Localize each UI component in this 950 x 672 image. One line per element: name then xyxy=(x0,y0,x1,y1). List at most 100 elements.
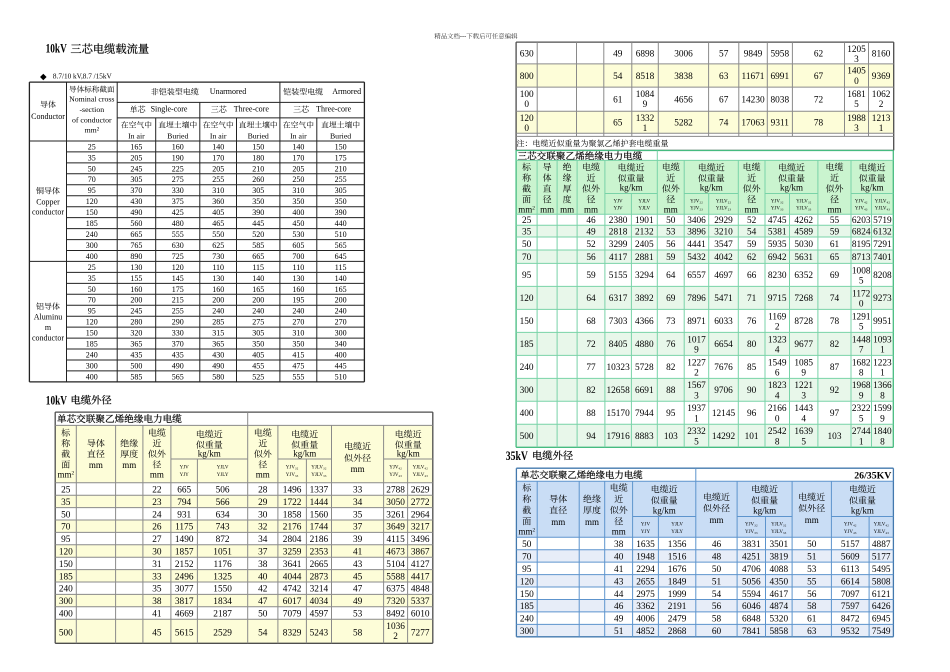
svg-text:6121: 6121 xyxy=(872,590,891,600)
svg-text:3: 3 xyxy=(854,55,859,65)
svg-text:115: 115 xyxy=(335,263,347,272)
svg-text:2975: 2975 xyxy=(636,590,655,600)
svg-text:2479: 2479 xyxy=(668,615,687,625)
svg-text:YJV₂₃: YJV₂₃ xyxy=(690,207,703,212)
svg-text:8208: 8208 xyxy=(873,271,892,281)
svg-text:872: 872 xyxy=(216,535,230,545)
svg-text:550: 550 xyxy=(212,230,224,239)
svg-text:290: 290 xyxy=(172,318,184,327)
svg-text:57: 57 xyxy=(719,49,729,59)
svg-text:59: 59 xyxy=(747,240,757,250)
svg-text:425: 425 xyxy=(172,208,184,217)
svg-text:3406: 3406 xyxy=(687,216,706,226)
svg-text:5104: 5104 xyxy=(386,560,405,570)
svg-text:50: 50 xyxy=(88,164,96,173)
svg-text:YJV₃₃: YJV₃₃ xyxy=(771,207,784,212)
svg-text:310: 310 xyxy=(212,186,224,195)
svg-text:1988: 1988 xyxy=(847,114,866,124)
svg-text:YJLV₃₂: YJLV₃₂ xyxy=(311,466,327,471)
svg-text:300: 300 xyxy=(86,361,98,370)
svg-text:56: 56 xyxy=(712,602,722,612)
svg-text:61: 61 xyxy=(830,240,840,250)
svg-text:340: 340 xyxy=(335,340,347,349)
svg-text:Armored: Armored xyxy=(332,87,361,96)
svg-text:3077: 3077 xyxy=(175,585,194,595)
svg-text:9: 9 xyxy=(801,368,806,378)
svg-text:115: 115 xyxy=(252,263,264,272)
svg-text:4350: 4350 xyxy=(770,577,789,587)
svg-text:6824: 6824 xyxy=(852,228,871,238)
svg-text:7268: 7268 xyxy=(794,294,813,304)
svg-text:300: 300 xyxy=(86,241,98,250)
svg-text:YJLV₃₃: YJLV₃₃ xyxy=(796,207,812,212)
svg-text:mm: mm xyxy=(664,204,678,214)
svg-text:5030: 5030 xyxy=(794,240,813,250)
svg-text:150: 150 xyxy=(520,590,534,600)
svg-text:6010: 6010 xyxy=(411,610,430,620)
svg-text:9849: 9849 xyxy=(744,49,763,59)
svg-text:890: 890 xyxy=(130,252,142,261)
svg-text:365: 365 xyxy=(130,340,142,349)
svg-text:3819: 3819 xyxy=(770,553,789,563)
svg-text:54: 54 xyxy=(613,72,623,82)
svg-text:285: 285 xyxy=(212,318,224,327)
svg-text:YJLV: YJLV xyxy=(638,200,650,205)
svg-text:3217: 3217 xyxy=(411,523,430,533)
svg-text:9677: 9677 xyxy=(794,340,813,350)
svg-text:kg/km: kg/km xyxy=(753,506,776,516)
svg-text:YJV₃₃: YJV₃₃ xyxy=(286,473,299,478)
svg-text:320: 320 xyxy=(130,329,142,338)
svg-text:2873: 2873 xyxy=(310,572,329,582)
svg-text:7079: 7079 xyxy=(283,610,302,620)
svg-text:5935: 5935 xyxy=(768,240,787,250)
svg-text:3261: 3261 xyxy=(386,510,405,520)
svg-text:3817: 3817 xyxy=(175,597,194,607)
svg-text:400: 400 xyxy=(59,610,73,620)
svg-text:mm: mm xyxy=(540,204,554,214)
svg-text:435: 435 xyxy=(172,350,184,359)
svg-text:YJLV₄₃: YJLV₄₃ xyxy=(874,530,890,535)
svg-text:6991: 6991 xyxy=(771,72,790,82)
svg-text:5381: 5381 xyxy=(768,228,787,238)
svg-text:5432: 5432 xyxy=(687,253,706,263)
svg-text:9: 9 xyxy=(694,345,699,355)
svg-text:555: 555 xyxy=(292,372,304,381)
svg-text:mm: mm xyxy=(150,469,164,479)
svg-text:120: 120 xyxy=(172,263,184,272)
svg-text:743: 743 xyxy=(216,523,230,533)
svg-text:260: 260 xyxy=(252,175,264,184)
svg-text:82: 82 xyxy=(666,363,676,373)
svg-text:580: 580 xyxy=(212,372,224,381)
svg-text:300: 300 xyxy=(335,329,347,338)
svg-text:YJLV₃₂: YJLV₃₂ xyxy=(796,200,812,205)
svg-text:3: 3 xyxy=(801,391,806,401)
svg-text:110: 110 xyxy=(293,263,305,272)
svg-text:50: 50 xyxy=(807,540,817,550)
svg-text:5: 5 xyxy=(859,322,864,332)
svg-text:6017: 6017 xyxy=(283,597,302,607)
svg-text:275: 275 xyxy=(172,175,184,184)
svg-text:53: 53 xyxy=(807,565,817,575)
svg-text:mm2: mm2 xyxy=(57,469,74,479)
svg-text:450: 450 xyxy=(292,219,304,228)
svg-text:1599: 1599 xyxy=(873,404,892,414)
svg-text:22: 22 xyxy=(152,486,162,496)
svg-text:YJLV₄₃: YJLV₄₃ xyxy=(875,207,891,212)
svg-text:2: 2 xyxy=(775,322,780,332)
svg-text:40: 40 xyxy=(614,553,624,563)
svg-text:mm: mm xyxy=(612,527,626,537)
svg-text:1: 1 xyxy=(880,345,885,355)
svg-text:52: 52 xyxy=(747,216,757,226)
svg-text:mm2: mm2 xyxy=(518,204,535,214)
svg-text:54: 54 xyxy=(258,628,268,638)
svg-text:82: 82 xyxy=(830,340,840,350)
svg-text:mm: mm xyxy=(560,204,574,214)
svg-text:4706: 4706 xyxy=(742,565,761,575)
svg-text:49: 49 xyxy=(586,228,596,238)
svg-text:5615: 5615 xyxy=(175,628,194,638)
svg-text:4417: 4417 xyxy=(411,572,430,582)
svg-text:42: 42 xyxy=(258,585,268,595)
svg-text:6614: 6614 xyxy=(841,577,860,587)
svg-text:Conductor: Conductor xyxy=(31,112,65,121)
svg-text:38: 38 xyxy=(152,597,162,607)
